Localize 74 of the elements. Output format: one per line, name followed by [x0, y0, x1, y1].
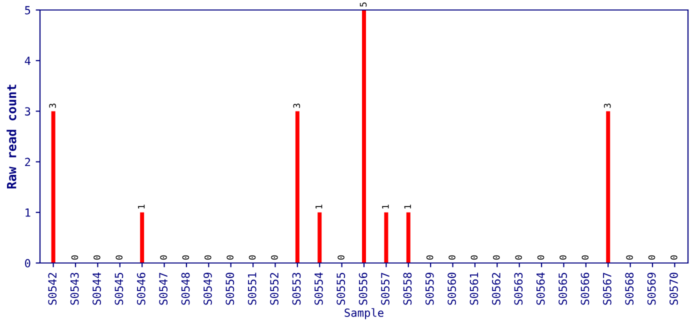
data-label: 0 — [648, 255, 656, 260]
x-tick-label: S0547 — [159, 272, 168, 305]
bar — [362, 10, 366, 263]
bar — [318, 212, 322, 263]
y-tick-label: 5 — [25, 6, 30, 14]
data-label: 0 — [160, 255, 167, 260]
x-tick-label: S0551 — [248, 272, 256, 305]
bar — [384, 212, 388, 263]
data-label: 0 — [670, 255, 678, 260]
data-label: 0 — [426, 255, 434, 260]
x-tick-label: S0546 — [136, 272, 146, 305]
x-tick-label: S0555 — [336, 272, 346, 305]
x-tick-label: S0562 — [492, 272, 500, 305]
x-tick-label: S0552 — [270, 272, 278, 305]
x-tick-label: S0550 — [226, 272, 234, 305]
x-tick-label: S0544 — [92, 272, 101, 305]
y-tick-label: 1 — [26, 208, 30, 217]
data-label: 1 — [316, 204, 322, 209]
x-tick-label: S0561 — [470, 272, 478, 305]
data-label: 1 — [382, 204, 389, 209]
y-tick-label: 0 — [25, 259, 30, 268]
data-label: 1 — [138, 204, 145, 209]
x-tick-label: S0566 — [580, 272, 590, 305]
bar — [51, 111, 56, 263]
data-label: 0 — [271, 255, 278, 260]
x-axis-title: Sample — [344, 308, 384, 320]
x-tick-label: S0560 — [448, 272, 456, 305]
data-label: 0 — [204, 255, 212, 260]
x-tick-label: S0564 — [536, 272, 545, 305]
data-label: 0 — [626, 255, 633, 260]
bar — [295, 111, 300, 263]
data-label: 0 — [537, 255, 544, 260]
y-tick-label: 4 — [24, 56, 30, 65]
x-tick-label: S0545 — [114, 272, 124, 305]
x-tick-label: S0557 — [381, 272, 390, 305]
data-label: 0 — [560, 255, 566, 260]
x-tick-label: S0559 — [425, 272, 434, 305]
data-label: 0 — [182, 255, 190, 260]
x-tick-label: S0556 — [358, 272, 368, 305]
y-axis-title: Raw read count — [6, 84, 16, 188]
x-tick-label: S0543 — [70, 272, 79, 305]
data-label: 0 — [582, 255, 589, 260]
x-tick-label: S0569 — [647, 272, 656, 305]
data-label: 3 — [604, 104, 611, 108]
x-tick-label: S0558 — [403, 272, 412, 305]
data-label: 5 — [360, 2, 367, 7]
x-tick-label: S0568 — [625, 272, 634, 305]
data-label: 0 — [470, 255, 478, 260]
x-tick-label: S0565 — [558, 272, 567, 305]
data-label: 0 — [226, 255, 234, 260]
x-tick-label: S0542 — [48, 272, 57, 305]
data-label: 0 — [515, 255, 522, 260]
data-label: 3 — [49, 104, 56, 108]
x-tick-label: S0563 — [514, 272, 523, 305]
data-label: 3 — [293, 104, 300, 108]
data-label: 0 — [492, 255, 500, 260]
x-tick-label: S0567 — [602, 272, 612, 305]
x-tick-label: S0553 — [292, 272, 301, 305]
x-tick-label: S0549 — [204, 272, 212, 305]
y-tick-label: 3 — [25, 107, 30, 116]
data-label: 0 — [248, 255, 256, 260]
x-tick-label: S0570 — [670, 272, 678, 305]
bar — [406, 212, 410, 263]
data-label: 0 — [338, 255, 344, 260]
x-tick-label: S0548 — [181, 272, 190, 305]
bar — [606, 111, 610, 263]
y-tick-label: 2 — [25, 158, 30, 166]
data-label: 0 — [116, 255, 123, 260]
data-label: 0 — [94, 255, 100, 260]
data-label: 0 — [71, 255, 78, 260]
x-tick-label: S0554 — [314, 272, 323, 305]
bar — [140, 212, 144, 263]
data-label: 1 — [404, 204, 411, 209]
data-label: 0 — [448, 255, 456, 260]
